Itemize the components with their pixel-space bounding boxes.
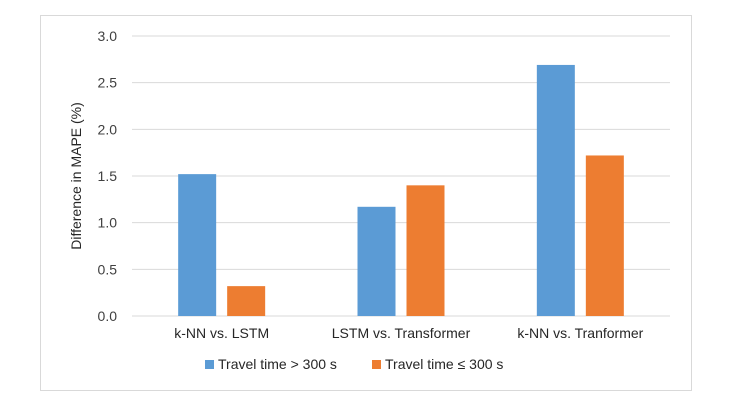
legend-swatch: [205, 360, 214, 369]
y-tick-label: 2.5: [98, 75, 118, 91]
bar: [585, 155, 624, 316]
y-tick-label: 1.5: [98, 168, 118, 184]
y-tick-label: 2.0: [98, 121, 118, 137]
legend-label: Travel time ≤ 300 s: [385, 356, 503, 372]
x-category-label: k-NN vs. Tranformer: [517, 325, 643, 341]
bars: [178, 64, 624, 316]
y-tick-label: 0.5: [98, 261, 118, 277]
bar: [536, 64, 575, 316]
y-axis-ticks: 0.0 0.5 1.0 1.5 2.0 2.5 3.0: [98, 28, 118, 324]
x-category-label: LSTM vs. Transformer: [332, 325, 471, 341]
x-category-label: k-NN vs. LSTM: [174, 325, 269, 341]
y-axis-label: Difference in MAPE (%): [68, 102, 84, 250]
gridlines: [132, 35, 670, 317]
bar: [178, 174, 217, 316]
legend: Travel time > 300 s Travel time ≤ 300 s: [205, 356, 503, 372]
y-tick-label: 0.0: [98, 308, 118, 324]
bar: [357, 206, 396, 316]
x-axis-categories: k-NN vs. LSTM LSTM vs. Transformer k-NN vs…: [174, 325, 643, 341]
y-tick-label: 3.0: [98, 28, 118, 44]
bar: [406, 185, 445, 316]
y-tick-label: 1.0: [98, 215, 118, 231]
chart-frame: [40, 15, 692, 391]
legend-swatch: [372, 360, 381, 369]
bar: [227, 286, 266, 316]
legend-label: Travel time > 300 s: [218, 356, 337, 372]
